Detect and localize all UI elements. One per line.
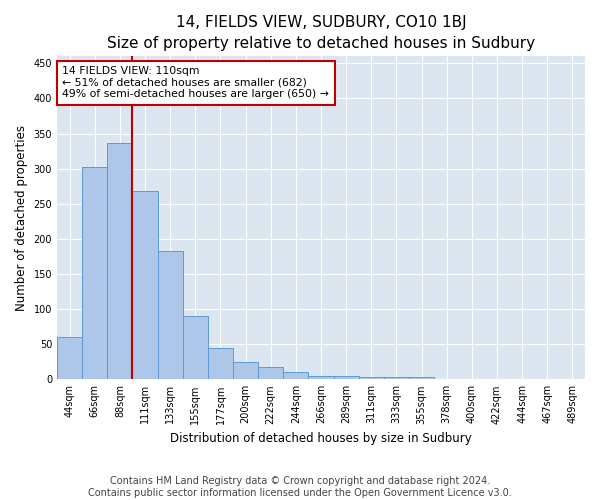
Text: 14 FIELDS VIEW: 110sqm
← 51% of detached houses are smaller (682)
49% of semi-de: 14 FIELDS VIEW: 110sqm ← 51% of detached… <box>62 66 329 99</box>
Bar <box>57 337 82 380</box>
Text: Contains HM Land Registry data © Crown copyright and database right 2024.
Contai: Contains HM Land Registry data © Crown c… <box>88 476 512 498</box>
X-axis label: Distribution of detached houses by size in Sudbury: Distribution of detached houses by size … <box>170 432 472 445</box>
Bar <box>258 366 283 380</box>
Bar <box>308 376 334 380</box>
Bar <box>208 348 233 380</box>
Bar <box>334 376 359 380</box>
Bar <box>359 377 384 380</box>
Bar <box>82 168 107 380</box>
Bar <box>233 362 258 380</box>
Bar <box>283 372 308 380</box>
Bar <box>560 378 585 380</box>
Y-axis label: Number of detached properties: Number of detached properties <box>15 125 28 311</box>
Bar <box>158 251 183 380</box>
Title: 14, FIELDS VIEW, SUDBURY, CO10 1BJ
Size of property relative to detached houses : 14, FIELDS VIEW, SUDBURY, CO10 1BJ Size … <box>107 15 535 51</box>
Bar <box>409 377 434 380</box>
Bar <box>384 377 409 380</box>
Bar <box>183 316 208 380</box>
Bar <box>509 378 535 380</box>
Bar <box>133 191 158 380</box>
Bar <box>107 142 133 380</box>
